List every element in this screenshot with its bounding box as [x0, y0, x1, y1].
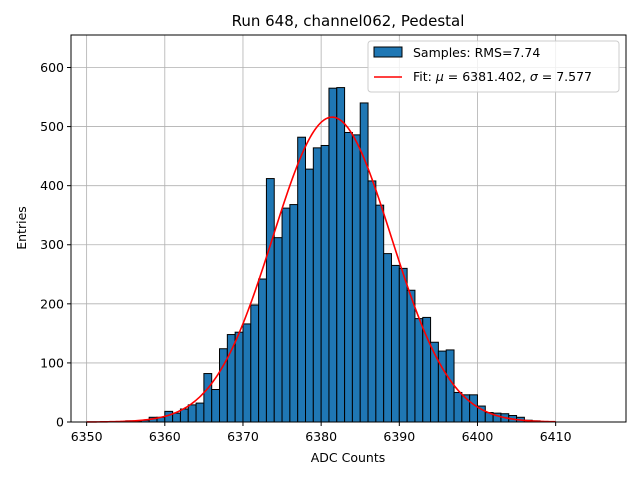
legend-label-fit: Fit: μ = 6381.402, σ = 7.577 — [413, 69, 592, 84]
histogram-bar — [344, 131, 353, 423]
histogram-bar — [211, 389, 221, 423]
legend-fit-sigma-symbol: σ — [530, 69, 539, 84]
y-tick-label: 500 — [40, 119, 64, 134]
legend: Samples: RMS=7.74 Fit: μ = 6381.402, σ =… — [367, 40, 620, 93]
histogram-bar — [195, 402, 205, 423]
y-tick-label: 0 — [56, 415, 64, 430]
histogram-bar — [312, 147, 322, 423]
histogram-bar — [250, 304, 260, 423]
histogram-bar — [422, 316, 432, 423]
y-axis: 0 100 200 300 400 500 600 — [40, 60, 71, 430]
legend-box — [367, 40, 620, 93]
x-tick-label: 6360 — [149, 429, 181, 444]
histogram-bar — [375, 204, 385, 423]
histogram-bar — [289, 204, 299, 423]
x-tick-label: 6350 — [71, 429, 103, 444]
histogram-bar — [258, 278, 267, 423]
histogram-bar — [336, 87, 346, 423]
legend-label-samples: Samples: RMS=7.74 — [413, 45, 540, 60]
histogram-bar — [328, 87, 338, 423]
histogram-bar — [226, 334, 236, 423]
y-tick-label: 300 — [40, 237, 64, 252]
legend-fit-prefix: Fit: — [413, 69, 436, 84]
histogram-bar — [179, 408, 189, 423]
histogram-bar — [406, 289, 416, 423]
histogram-bar — [203, 373, 213, 423]
histogram-bar — [398, 267, 408, 423]
histogram-bar — [383, 253, 392, 423]
x-axis-label: ADC Counts — [311, 450, 386, 465]
histogram-bar — [172, 412, 181, 423]
y-tick-label: 600 — [40, 60, 64, 75]
histogram-bar — [273, 237, 283, 423]
histogram-bar — [281, 207, 291, 423]
chart-title: Run 648, channel062, Pedestal — [232, 12, 465, 30]
histogram-bar — [445, 349, 455, 423]
histogram-bar — [320, 144, 330, 423]
legend-fit-mu-value: = 6381.402, — [448, 69, 530, 84]
x-tick-label: 6410 — [540, 429, 572, 444]
fit-curve — [86, 116, 556, 423]
histogram-bar — [367, 180, 377, 423]
histogram-bar — [453, 391, 463, 423]
legend-swatch-samples — [373, 46, 403, 58]
y-tick-label: 100 — [40, 355, 64, 370]
x-tick-label: 6400 — [462, 429, 494, 444]
y-tick-label: 200 — [40, 296, 64, 311]
x-tick-label: 6370 — [227, 429, 259, 444]
histogram-bar — [234, 331, 244, 423]
histogram-bar — [305, 168, 314, 423]
x-axis: 6350 6360 6370 6380 6390 6400 6410 — [71, 422, 572, 444]
histogram-bar — [469, 394, 478, 423]
y-axis-label: Entries — [14, 206, 29, 250]
y-tick-label: 400 — [40, 178, 64, 193]
histogram-bar — [351, 134, 361, 423]
x-tick-label: 6380 — [305, 429, 337, 444]
legend-fit-sigma-value: = 7.577 — [542, 69, 592, 84]
histogram-bar — [242, 323, 252, 423]
histogram-bars — [125, 87, 541, 423]
histogram-bar — [187, 404, 197, 423]
histogram-bar — [265, 178, 275, 423]
legend-fit-mu-symbol: μ — [435, 69, 444, 84]
plot-frame — [70, 34, 627, 423]
histogram-bar — [414, 318, 424, 423]
x-tick-label: 6390 — [383, 429, 415, 444]
histogram-bar — [297, 136, 307, 423]
histogram-bar — [390, 264, 400, 423]
